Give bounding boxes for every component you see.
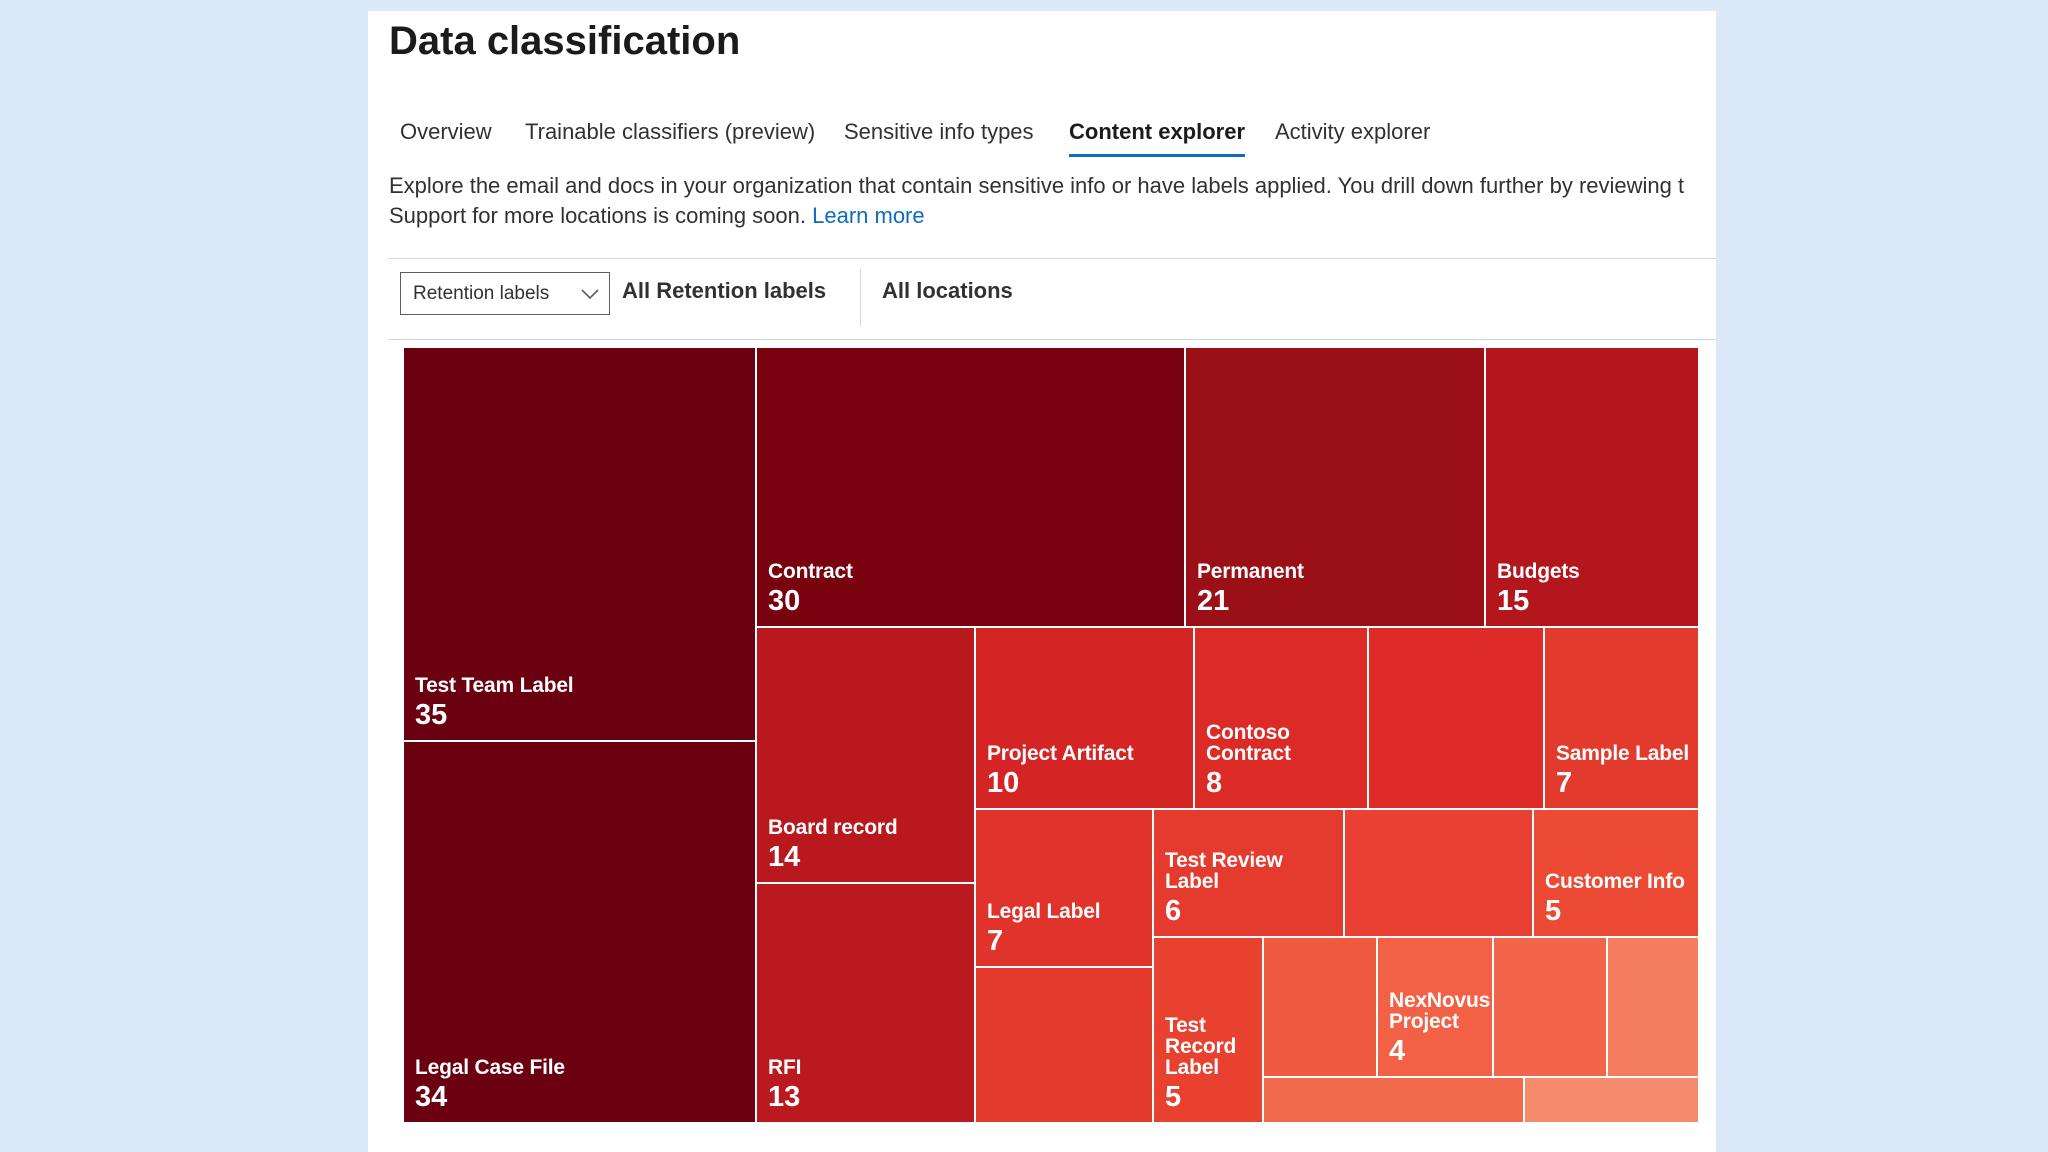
tile-label: Permanent xyxy=(1197,560,1304,583)
tile-count: 4 xyxy=(1389,1035,1406,1067)
tile-count: 10 xyxy=(987,767,1020,799)
page-title: Data classification xyxy=(389,19,741,63)
tile-text: Customer Info 5 xyxy=(1545,871,1696,928)
tile-label: Legal Label xyxy=(987,900,1101,923)
description-line-2-text: Support for more locations is coming soo… xyxy=(389,203,806,228)
learn-more-link[interactable]: Learn more xyxy=(812,203,925,228)
tile-count: 21 xyxy=(1197,585,1230,617)
tile-text: RFI 13 xyxy=(768,1057,972,1114)
tab-bar: Overview Trainable classifiers (preview)… xyxy=(368,101,1716,161)
tab-activity-explorer[interactable]: Activity explorer xyxy=(1275,119,1431,144)
treemap-tile-sample-label[interactable]: Sample Label 7 xyxy=(1543,626,1700,810)
treemap-tile-rfi[interactable]: RFI 13 xyxy=(755,882,976,1124)
tile-count: 7 xyxy=(987,925,1004,957)
treemap-tile-test-team-label[interactable]: Test Team Label 35 xyxy=(402,346,757,742)
tab-sensitive-info-types[interactable]: Sensitive info types xyxy=(844,119,1034,144)
tile-count: 7 xyxy=(1556,767,1573,799)
tab-trainable-classifiers[interactable]: Trainable classifiers (preview) xyxy=(525,119,816,144)
dropdown-selected-value: Retention labels xyxy=(413,283,550,304)
tile-text: Contract 30 xyxy=(768,561,1182,618)
filter-divider xyxy=(860,269,861,326)
tile-label: Board record xyxy=(768,816,898,839)
tile-count: 8 xyxy=(1206,767,1223,799)
tile-label: RFI xyxy=(768,1056,802,1079)
treemap-tile-contract[interactable]: Contract 30 xyxy=(755,346,1186,628)
treemap-tile-unlabeled-17[interactable] xyxy=(1262,936,1378,1078)
tile-count: 15 xyxy=(1497,585,1530,617)
locations-filter[interactable]: All locations xyxy=(882,278,1013,303)
tile-text: Test Record Label 5 xyxy=(1165,1015,1260,1114)
page-description: Explore the email and docs in your organ… xyxy=(389,171,1716,231)
tile-text: Sample Label 7 xyxy=(1556,743,1696,800)
treemap-tile-legal-label[interactable]: Legal Label 7 xyxy=(974,808,1154,968)
tile-count: 6 xyxy=(1165,895,1182,927)
tile-label: Legal Case File xyxy=(415,1056,565,1079)
tile-text: Board record 14 xyxy=(768,817,972,874)
treemap-tile-unlabeled-9[interactable] xyxy=(1367,626,1545,810)
tile-text: Legal Case File 34 xyxy=(415,1057,753,1114)
tile-label: Budgets xyxy=(1497,560,1580,583)
tile-text: Project Artifact 10 xyxy=(987,743,1191,800)
tile-text: Legal Label 7 xyxy=(987,901,1150,958)
chevron-down-icon xyxy=(581,287,599,305)
treemap-tile-legal-case-file[interactable]: Legal Case File 34 xyxy=(402,740,757,1124)
treemap-tile-unlabeled-22[interactable] xyxy=(1523,1076,1700,1124)
tile-text: NexNovus Project 4 xyxy=(1389,990,1490,1068)
tile-label: Contoso Contract xyxy=(1206,721,1291,765)
label-type-dropdown[interactable]: Retention labels xyxy=(400,272,610,315)
tile-text: Budgets 15 xyxy=(1497,561,1696,618)
tile-count: 35 xyxy=(415,699,448,731)
retention-labels-filter[interactable]: All Retention labels xyxy=(622,278,827,303)
treemap-tile-board-record[interactable]: Board record 14 xyxy=(755,626,976,884)
tile-count: 34 xyxy=(415,1081,448,1113)
description-line-1: Explore the email and docs in your organ… xyxy=(389,173,1685,198)
tile-text: Permanent 21 xyxy=(1197,561,1482,618)
treemap-tile-unlabeled-19[interactable] xyxy=(1492,936,1608,1078)
tile-text: Test Review Label 6 xyxy=(1165,850,1341,928)
tile-count: 14 xyxy=(768,841,801,873)
treemap-tile-contoso-contract[interactable]: Contoso Contract 8 xyxy=(1193,626,1369,810)
treemap-tile-unlabeled-15[interactable] xyxy=(974,966,1154,1124)
treemap-tile-project-artifact[interactable]: Project Artifact 10 xyxy=(974,626,1195,810)
tile-count: 5 xyxy=(1545,895,1562,927)
description-line-2: Support for more locations is coming soo… xyxy=(389,201,1716,231)
tile-text: Test Team Label 35 xyxy=(415,675,753,732)
treemap-tile-customer-info[interactable]: Customer Info 5 xyxy=(1532,808,1700,938)
tile-label: Test Team Label xyxy=(415,674,574,697)
tile-label: Contract xyxy=(768,560,853,583)
treemap-tile-test-review-label[interactable]: Test Review Label 6 xyxy=(1152,808,1345,938)
treemap-tile-budgets[interactable]: Budgets 15 xyxy=(1484,346,1700,628)
tab-content-explorer[interactable]: Content explorer xyxy=(1069,119,1246,157)
treemap-tile-permanent[interactable]: Permanent 21 xyxy=(1184,346,1486,628)
tile-text: Contoso Contract 8 xyxy=(1206,722,1365,800)
retention-labels-treemap: Test Team Label 35 Legal Case File 34 Contra… xyxy=(402,346,1702,1124)
filter-bar: Retention labels All Retention labels Al… xyxy=(388,258,1716,340)
tile-label: Test Review Label xyxy=(1165,849,1283,893)
tab-overview[interactable]: Overview xyxy=(400,119,492,144)
tile-count: 5 xyxy=(1165,1081,1182,1113)
treemap-tile-unlabeled-13[interactable] xyxy=(1343,808,1534,938)
tile-label: Test Record Label xyxy=(1165,1014,1237,1079)
tile-label: Project Artifact xyxy=(987,742,1134,765)
treemap-tile-unlabeled-21[interactable] xyxy=(1262,1076,1525,1124)
treemap-tile-test-record-label[interactable]: Test Record Label 5 xyxy=(1152,936,1264,1124)
tile-label: NexNovus Project xyxy=(1389,989,1491,1033)
tile-count: 13 xyxy=(768,1081,801,1113)
tile-count: 30 xyxy=(768,585,801,617)
treemap-tile-nexnovus-project[interactable]: NexNovus Project 4 xyxy=(1376,936,1494,1078)
treemap-tile-unlabeled-20[interactable] xyxy=(1606,936,1700,1078)
tile-label: Sample Label xyxy=(1556,742,1689,765)
tile-label: Customer Info xyxy=(1545,870,1685,893)
